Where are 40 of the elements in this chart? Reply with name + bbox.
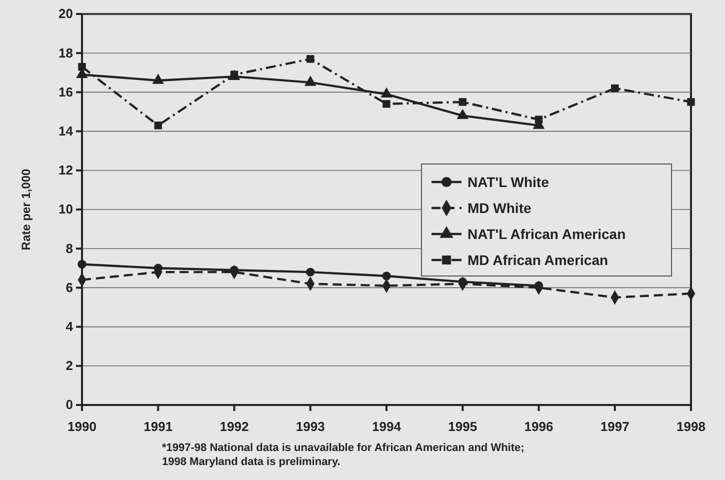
y-tick-label: 12 xyxy=(58,162,73,178)
y-tick-label: 18 xyxy=(58,45,73,60)
point xyxy=(687,98,695,106)
y-axis-title: Rate per 1,000 xyxy=(19,168,33,250)
point xyxy=(306,55,314,63)
point xyxy=(78,260,86,269)
y-tick-label: 4 xyxy=(66,318,74,334)
x-tick-label: 1998 xyxy=(676,418,706,434)
legend-label: MD White xyxy=(468,200,532,216)
point xyxy=(382,100,390,108)
y-tick-label: 16 xyxy=(58,84,73,100)
legend-label: NAT'L African American xyxy=(468,226,626,242)
y-tick-label: 0 xyxy=(66,397,73,412)
legend-label: MD African American xyxy=(468,252,608,268)
x-tick-label: 1995 xyxy=(448,418,478,434)
point xyxy=(306,268,315,276)
x-tick-label: 1992 xyxy=(220,418,249,434)
legend-label: NAT'L White xyxy=(468,174,550,190)
x-tick-label: 1997 xyxy=(600,418,630,434)
text: *1997-98 National data is unavailable for African American and White; 1998 Maryland data is preliminary. xyxy=(162,442,524,468)
point xyxy=(611,84,619,92)
x-tick-label: 1994 xyxy=(372,418,402,434)
point xyxy=(458,98,466,106)
y-tick-label: 2 xyxy=(66,358,73,374)
x-tick-label: 1991 xyxy=(144,418,173,434)
point xyxy=(152,74,164,84)
point xyxy=(382,272,391,280)
y-tick-label: 20 xyxy=(58,6,73,22)
point xyxy=(456,108,469,120)
point xyxy=(304,76,316,86)
y-tick-label: 8 xyxy=(66,240,73,256)
y-tick-label: 14 xyxy=(58,123,74,138)
point xyxy=(154,122,162,130)
x-tick-label: 1993 xyxy=(296,418,325,434)
point xyxy=(78,62,86,71)
y-tick-label: 10 xyxy=(58,202,73,217)
x-tick-label: 1996 xyxy=(524,418,554,434)
point xyxy=(380,87,392,98)
y-tick-label: 6 xyxy=(66,280,73,295)
x-tick-label: 1990 xyxy=(68,418,96,434)
